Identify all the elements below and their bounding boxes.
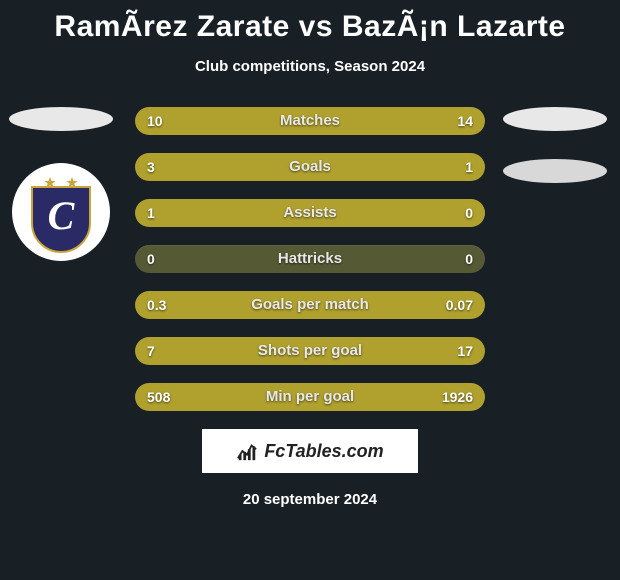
stat-value-left: 0: [147, 245, 155, 273]
stat-value-left: 7: [147, 337, 155, 365]
stat-value-left: 1: [147, 199, 155, 227]
player1-club-badge: C: [12, 163, 110, 261]
stat-value-right: 1926: [442, 383, 473, 411]
player1-placeholder-oval: [9, 107, 113, 131]
player2-club-placeholder-oval: [503, 159, 607, 183]
stat-label: Shots per goal: [135, 337, 485, 365]
stats-bars: Matches1014Goals31Assists10Hattricks00Go…: [135, 107, 485, 411]
stat-row: Goals per match0.3 0.07: [135, 291, 485, 319]
stat-row: Assists1 0: [135, 199, 485, 227]
stat-value-right: 17: [457, 337, 473, 365]
page-title: RamÃ­rez Zarate vs BazÃ¡n Lazarte: [0, 0, 620, 44]
stat-label: Hattricks: [135, 245, 485, 273]
stat-value-left: 0.3: [147, 291, 166, 319]
stat-row: Shots per goal7 17: [135, 337, 485, 365]
player2-placeholder-oval: [503, 107, 607, 131]
stat-value-right: 1: [465, 153, 473, 181]
stat-value-right: 14: [457, 107, 473, 135]
stat-label: Min per goal: [135, 383, 485, 411]
chart-icon: [236, 440, 258, 462]
stat-label: Goals per match: [135, 291, 485, 319]
badge-letter: C: [48, 193, 76, 238]
page-subtitle: Club competitions, Season 2024: [0, 58, 620, 75]
stat-value-left: 3: [147, 153, 155, 181]
stat-row: Matches10 14: [135, 107, 485, 135]
footer-brand-box: FcTables.com: [202, 429, 418, 473]
right-player-column: [500, 107, 610, 183]
stat-label: Assists: [135, 199, 485, 227]
stat-row: Min per goal508 1926: [135, 383, 485, 411]
club-badge-svg: C: [20, 171, 102, 253]
stat-value-right: 0.07: [446, 291, 473, 319]
footer-brand-text: FcTables.com: [264, 441, 383, 462]
left-player-column: C: [6, 107, 116, 261]
stat-value-left: 10: [147, 107, 163, 135]
content-wrap: C Matches1014Goals31Assists10Hattricks00…: [0, 107, 620, 411]
stat-row: Hattricks0 0: [135, 245, 485, 273]
stat-value-left: 508: [147, 383, 170, 411]
stat-row: Goals3 1: [135, 153, 485, 181]
stat-value-right: 0: [465, 245, 473, 273]
stat-label: Goals: [135, 153, 485, 181]
stat-label: Matches: [135, 107, 485, 135]
date-line: 20 september 2024: [0, 491, 620, 508]
stat-value-right: 0: [465, 199, 473, 227]
